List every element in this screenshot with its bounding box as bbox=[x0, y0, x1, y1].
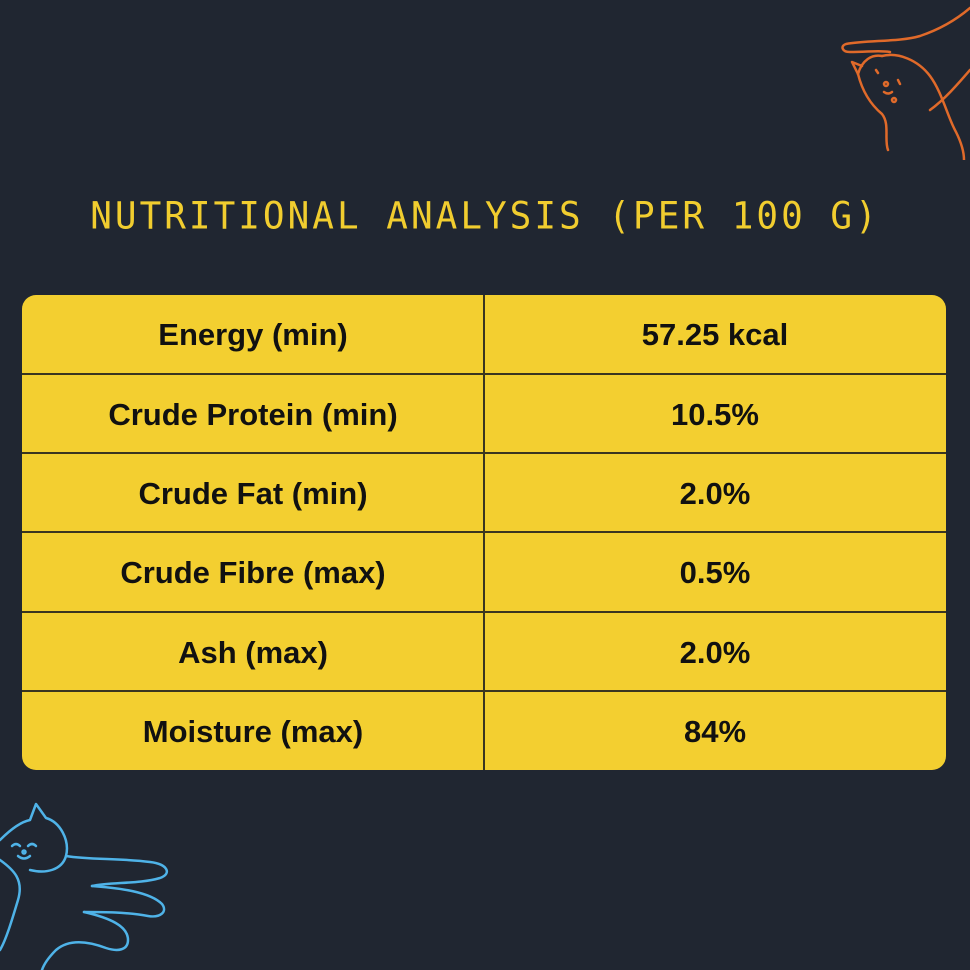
nutrient-label: Crude Fibre (max) bbox=[120, 554, 386, 590]
column-divider bbox=[483, 295, 485, 770]
nutrient-value: 57.25 kcal bbox=[641, 316, 789, 352]
table-row: Crude Protein (min) 10.5% bbox=[22, 375, 946, 454]
nutrient-value: 10.5% bbox=[671, 396, 759, 432]
table-row: Energy (min) 57.25 kcal bbox=[22, 295, 946, 374]
table-row: Ash (max) 2.0% bbox=[22, 613, 946, 692]
nutrient-value: 2.0% bbox=[679, 634, 751, 670]
nutrient-label: Moisture (max) bbox=[142, 713, 364, 749]
nutrient-value: 0.5% bbox=[679, 554, 751, 590]
table-row: Crude Fibre (max) 0.5% bbox=[22, 533, 946, 612]
nutrient-value: 2.0% bbox=[679, 475, 751, 511]
page-title: Nutritional Analysis (per 100 g) bbox=[90, 194, 880, 239]
nutrient-label: Ash (max) bbox=[178, 634, 328, 670]
nutrient-label: Crude Protein (min) bbox=[108, 396, 398, 432]
nutrition-table: Energy (min) 57.25 kcal Crude Protein (m… bbox=[22, 295, 946, 770]
nutrient-label: Crude Fat (min) bbox=[138, 475, 368, 511]
orange-cat-paw-icon bbox=[841, 6, 970, 160]
nutrient-value: 84% bbox=[683, 713, 747, 749]
table-row: Crude Fat (min) 2.0% bbox=[22, 454, 946, 533]
blue-cat-paw-icon bbox=[0, 802, 169, 970]
table-row: Moisture (max) 84% bbox=[22, 692, 946, 770]
nutrient-label: Energy (min) bbox=[158, 316, 348, 352]
